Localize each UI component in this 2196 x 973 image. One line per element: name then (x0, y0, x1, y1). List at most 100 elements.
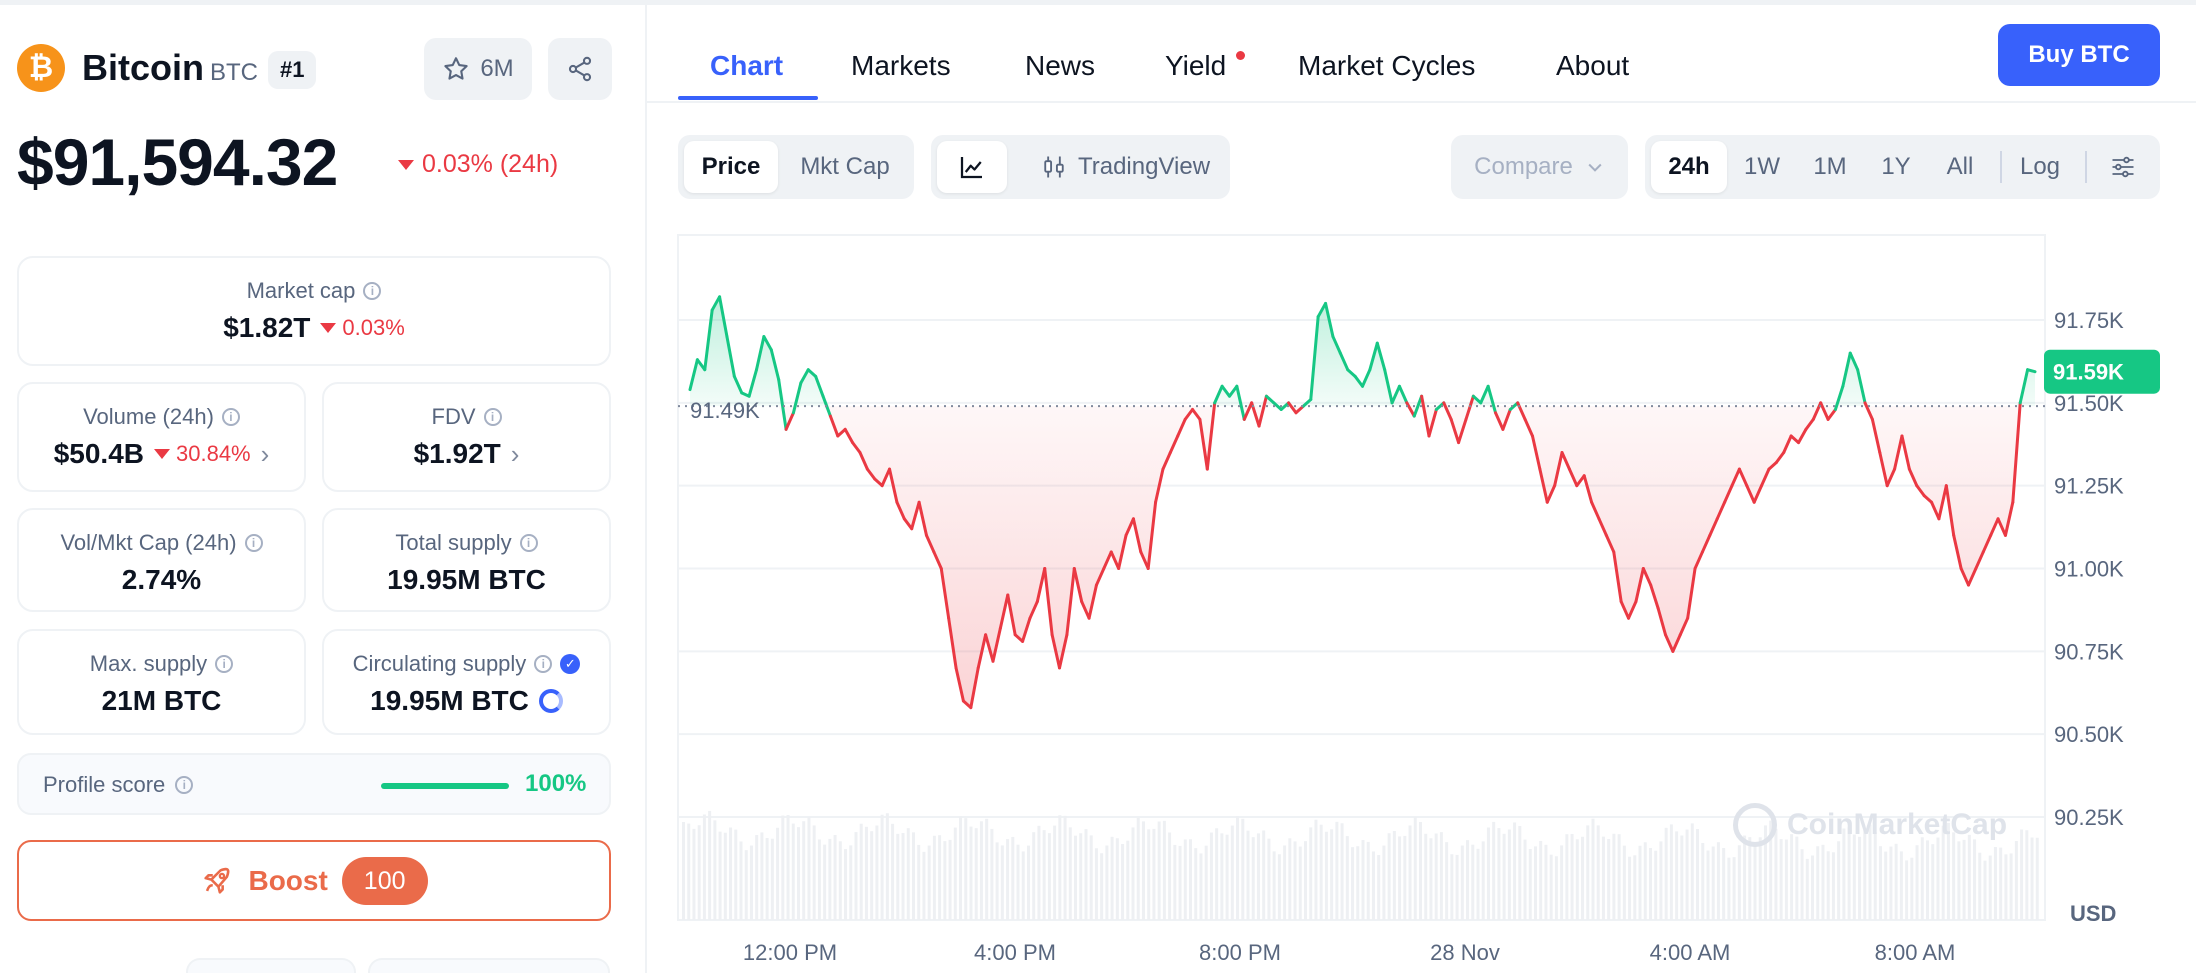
volume-bar (1664, 827, 1668, 920)
range-1m-button[interactable]: 1M (1813, 153, 1847, 180)
price-line-segment (1723, 484, 1734, 504)
info-icon[interactable]: i (244, 534, 263, 552)
volume-bar (985, 818, 989, 920)
boost-button[interactable]: Boost 100 (17, 840, 611, 921)
price-line-segment (1708, 517, 1719, 537)
price-line-segment (1198, 417, 1209, 471)
price-line-segment (1383, 368, 1394, 405)
price-mktcap-toggle: Price Mkt Cap (678, 135, 914, 199)
profile-score: Profile score i 100% (17, 753, 611, 815)
info-icon[interactable]: i (221, 408, 240, 426)
volume-bar (1878, 846, 1882, 920)
price-line-segment (888, 467, 899, 504)
volume-bar (1398, 836, 1402, 920)
log-scale-button[interactable]: Log (2019, 153, 2061, 180)
price-line-segment (1922, 494, 1934, 504)
price-line-segment (1523, 417, 1534, 438)
range-1y-button[interactable]: 1Y (1881, 153, 1911, 180)
price-line-segment (1663, 633, 1675, 653)
share-button[interactable] (548, 38, 612, 100)
volume-bar (1811, 855, 1815, 920)
price-line-segment (1900, 434, 1911, 471)
range-1w-button[interactable]: 1W (1744, 153, 1780, 180)
volume-bar (1199, 853, 1203, 920)
line-chart-button[interactable] (937, 141, 1007, 193)
price-line-segment (843, 427, 855, 445)
price-line-segment (1604, 533, 1616, 554)
price-line-segment (1309, 315, 1320, 402)
range-all-button[interactable]: All (1946, 153, 1974, 180)
volume-bar (807, 817, 811, 920)
volume-bar (1748, 837, 1752, 920)
market-cap-change: 0.03% (320, 315, 405, 341)
volume-bar (1784, 839, 1788, 920)
compare-dropdown[interactable]: Compare (1451, 135, 1628, 199)
volume-bar (964, 818, 968, 920)
volume-bar (1403, 835, 1407, 920)
price-line-segment (1161, 451, 1172, 471)
market-cap-value: $1.82T (223, 312, 311, 343)
volume-bar (1074, 835, 1078, 920)
y-tick-label: 90.50K (2054, 722, 2124, 747)
price-line-segment (1804, 417, 1815, 431)
volume-bar (885, 813, 889, 920)
price-line-segment (1043, 567, 1054, 637)
price-line-segment (732, 374, 744, 395)
price-line-segment (1774, 451, 1786, 464)
watchlist-button[interactable]: 6M (424, 38, 532, 100)
volume-card[interactable]: Volume (24h) i $50.4B 30.84% › (17, 382, 306, 492)
buy-btc-button[interactable]: Buy BTC (1998, 24, 2160, 86)
tab-yield[interactable]: Yield (1165, 50, 1227, 81)
price-line-segment (1094, 567, 1106, 587)
info-icon[interactable]: i (483, 408, 502, 426)
tradingview-button[interactable]: TradingView (1027, 141, 1223, 193)
volume-bar (1905, 860, 1909, 920)
tab-chart[interactable]: Chart (710, 50, 784, 81)
volume-bar (1570, 833, 1574, 920)
volume-bar (1392, 830, 1396, 920)
info-icon[interactable]: i (519, 534, 538, 552)
volume-bar (1236, 816, 1240, 920)
volume-bar (708, 810, 712, 920)
price-line-segment (1264, 394, 1276, 405)
volume-bar (1225, 834, 1229, 920)
volume-bar (1230, 825, 1234, 920)
volume-change: 30.84% (154, 441, 251, 467)
volume-bar (1267, 838, 1271, 920)
info-icon[interactable]: i (175, 776, 194, 794)
volume-bar (1831, 852, 1835, 920)
volume-bar (1053, 825, 1057, 920)
volume-bar (1183, 839, 1187, 920)
volume-bar (1298, 846, 1302, 920)
coinmarketcap-logo-icon (1733, 803, 1777, 847)
info-icon[interactable]: i (534, 655, 553, 673)
area-above-baseline (690, 296, 2035, 407)
tab-market-cycles[interactable]: Market Cycles (1298, 50, 1476, 81)
volume-bar (823, 844, 827, 920)
tab-news[interactable]: News (1025, 50, 1096, 81)
price-line-segment (1168, 434, 1180, 455)
info-icon[interactable]: i (363, 282, 382, 300)
chart-settings-button[interactable] (2093, 141, 2153, 193)
price-toggle-button[interactable]: Price (684, 141, 778, 193)
volume-bar (1539, 840, 1543, 920)
fdv-card[interactable]: FDV i $1.92T › (322, 382, 611, 492)
vol-mkt-cap-label-row: Vol/Mkt Cap (24h) i (19, 530, 304, 556)
price-line-segment (1235, 384, 1246, 421)
volume-bar (953, 827, 957, 920)
total-supply-card: Total supply i 19.95M BTC (322, 508, 611, 612)
tab-about[interactable]: About (1556, 50, 1630, 81)
info-icon[interactable]: i (215, 655, 234, 673)
volume-bar (1507, 829, 1511, 920)
price-line-segment (1464, 394, 1475, 421)
tab-markets[interactable]: Markets (851, 50, 951, 81)
price-line-segment (1863, 401, 1874, 421)
volume-bar (1915, 845, 1919, 920)
volume-bar (1178, 845, 1182, 920)
price-line-segment (1737, 467, 1749, 488)
price-line-segment (1508, 401, 1520, 411)
mktcap-toggle-button[interactable]: Mkt Cap (800, 153, 890, 180)
range-24h-button[interactable]: 24h (1651, 141, 1727, 193)
volume-bar (1722, 848, 1726, 920)
